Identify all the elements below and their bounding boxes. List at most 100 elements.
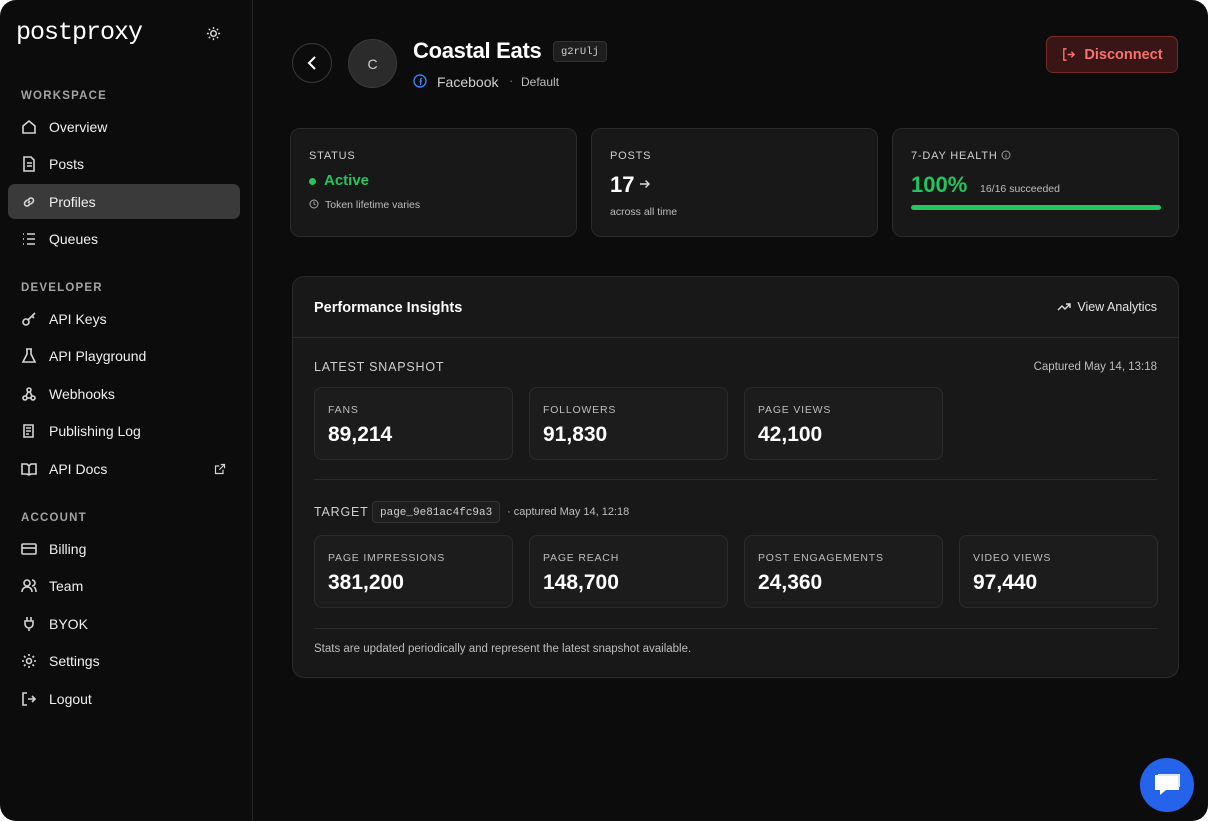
metric-label: PAGE REACH bbox=[543, 552, 620, 564]
link-label[interactable]: View Analytics bbox=[1077, 300, 1157, 314]
profile-name: Coastal Eats bbox=[413, 38, 542, 63]
metric-label: VIDEO VIEWS bbox=[973, 552, 1052, 564]
nav-item[interactable]: Logout bbox=[8, 681, 240, 716]
nav-label[interactable]: Overview bbox=[49, 118, 108, 135]
back-button[interactable] bbox=[292, 43, 332, 83]
card-label: POSTS bbox=[610, 150, 652, 162]
nav-label[interactable]: API Playground bbox=[49, 347, 147, 364]
nav-label[interactable]: Profiles bbox=[49, 193, 96, 210]
card-note: across all time bbox=[610, 206, 678, 218]
nav-item[interactable]: BYOK bbox=[8, 606, 240, 641]
nav-label[interactable]: Posts bbox=[49, 155, 85, 172]
section-title: ACCOUNT bbox=[21, 512, 87, 524]
nav-icon bbox=[22, 691, 37, 706]
metric-label: PAGE VIEWS bbox=[758, 404, 832, 416]
metric-value: 148,700 bbox=[543, 571, 619, 594]
divider bbox=[293, 337, 1178, 338]
card-value: Active bbox=[324, 172, 370, 189]
section-title: TARGET bbox=[314, 505, 369, 519]
nav-icon bbox=[21, 578, 37, 592]
nav-label[interactable]: BYOK bbox=[49, 615, 88, 632]
view-analytics[interactable]: View Analytics bbox=[1057, 300, 1157, 314]
insights-panel: Performance Insights View Analytics LATE… bbox=[292, 276, 1179, 678]
nav-icon bbox=[23, 232, 35, 245]
target-id: page_9e81ac4fc9a3 bbox=[372, 501, 501, 523]
nav-item[interactable]: API Docs bbox=[8, 451, 240, 486]
card-note: 16/16 succeeded bbox=[980, 183, 1060, 195]
platform: Facebook bbox=[437, 74, 499, 90]
metric-value: 381,200 bbox=[328, 571, 404, 594]
disconnect-button[interactable]: Disconnect bbox=[1046, 36, 1178, 73]
nav-item[interactable]: Profiles bbox=[8, 184, 240, 219]
chat-button[interactable] bbox=[1140, 758, 1194, 812]
nav-item[interactable]: Settings bbox=[8, 643, 240, 678]
nav-item[interactable]: Webhooks bbox=[8, 376, 240, 411]
divider bbox=[314, 479, 1157, 480]
nav-label[interactable]: Billing bbox=[49, 540, 87, 557]
nav-label[interactable]: API Keys bbox=[49, 310, 107, 327]
nav-label[interactable]: Team bbox=[49, 577, 84, 594]
nav-icon bbox=[21, 462, 37, 476]
card-note: Token lifetime varies bbox=[325, 199, 421, 211]
logo[interactable]: postproxy bbox=[16, 18, 143, 47]
metric: PAGE REACH 148,700 bbox=[529, 535, 728, 608]
info-icon[interactable] bbox=[1001, 150, 1011, 160]
disconnect-label[interactable]: Disconnect bbox=[1084, 46, 1163, 63]
metric-value: 89,214 bbox=[328, 423, 393, 446]
metric: VIDEO VIEWS 97,440 bbox=[959, 535, 1158, 608]
nav-item[interactable]: API Keys bbox=[8, 301, 240, 336]
nav-label[interactable]: Settings bbox=[49, 652, 100, 669]
nav-icon bbox=[22, 386, 36, 401]
nav-item[interactable]: Publishing Log bbox=[8, 413, 240, 448]
nav-icon bbox=[23, 155, 35, 172]
metric-label: FOLLOWERS bbox=[543, 404, 617, 416]
arrow-icon bbox=[640, 180, 650, 188]
clock-icon bbox=[309, 199, 319, 209]
external-icon bbox=[214, 463, 226, 474]
panel-title: Performance Insights bbox=[314, 300, 463, 316]
nav-label[interactable]: Publishing Log bbox=[49, 422, 141, 439]
card-label: 7-DAY HEALTH bbox=[911, 150, 998, 162]
nav-item[interactable]: API Playground bbox=[8, 338, 240, 373]
nav-icon bbox=[24, 616, 34, 631]
nav-label[interactable]: Queues bbox=[49, 230, 99, 247]
nav-label[interactable]: Logout bbox=[49, 690, 92, 707]
nav-item[interactable]: Team bbox=[8, 568, 240, 603]
nav-icon bbox=[21, 347, 37, 363]
metric-value: 42,100 bbox=[758, 423, 823, 446]
divider bbox=[314, 628, 1157, 629]
metric-label: PAGE IMPRESSIONS bbox=[328, 552, 446, 564]
metric: PAGE IMPRESSIONS 381,200 bbox=[314, 535, 513, 608]
metric: FANS 89,214 bbox=[314, 387, 513, 460]
health-card: 7-DAY HEALTH 100% 16/16 succeeded bbox=[892, 128, 1179, 237]
separator: · bbox=[509, 73, 514, 88]
nav-icon bbox=[22, 653, 36, 668]
card-value: 100% bbox=[911, 172, 968, 197]
nav-item[interactable]: Queues bbox=[8, 221, 240, 256]
metric-value: 24,360 bbox=[758, 571, 823, 594]
facebook-icon bbox=[413, 74, 427, 88]
metric-value: 91,830 bbox=[543, 423, 608, 446]
card-label: STATUS bbox=[309, 150, 356, 162]
metric: FOLLOWERS 91,830 bbox=[529, 387, 728, 460]
nav-item[interactable]: Posts bbox=[8, 146, 240, 181]
nav-item[interactable]: Billing bbox=[8, 531, 240, 566]
status-dot bbox=[309, 178, 316, 185]
nav-item[interactable]: Overview bbox=[8, 109, 240, 144]
card-value: 17 bbox=[610, 172, 635, 197]
health-bar bbox=[911, 205, 1161, 210]
nav-label[interactable]: API Docs bbox=[49, 460, 108, 477]
footnote: Stats are updated periodically and repre… bbox=[314, 643, 692, 655]
section-title: LATEST SNAPSHOT bbox=[314, 360, 445, 374]
posts-card[interactable]: POSTS 17 across all time bbox=[591, 128, 878, 237]
status-card: STATUS Active Token lifetime varies bbox=[290, 128, 577, 237]
nav-label[interactable]: Webhooks bbox=[49, 385, 115, 402]
metric: POST ENGAGEMENTS 24,360 bbox=[744, 535, 943, 608]
metric-label: POST ENGAGEMENTS bbox=[758, 552, 884, 564]
nav-icon bbox=[21, 542, 37, 555]
metric: PAGE VIEWS 42,100 bbox=[744, 387, 943, 460]
section-title: WORKSPACE bbox=[21, 90, 107, 102]
theme-toggle[interactable] bbox=[206, 26, 221, 41]
section-title: DEVELOPER bbox=[21, 282, 103, 294]
